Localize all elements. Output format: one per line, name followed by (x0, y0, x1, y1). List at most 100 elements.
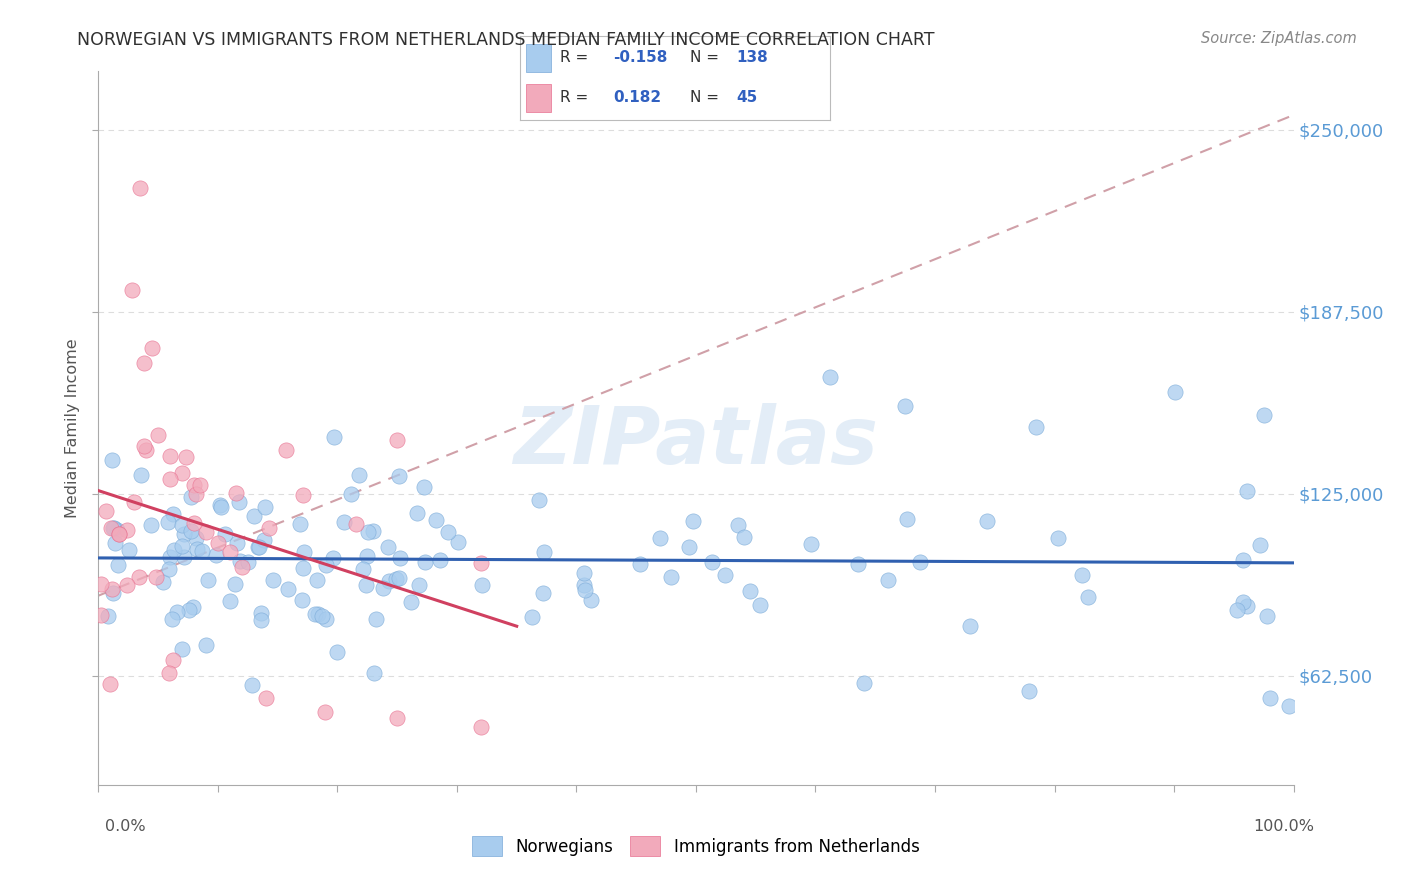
Point (94, 504, 117, 518)
Point (254, 690, 277, 705)
Point (163, 543, 186, 558)
Point (1018, 684, 1040, 698)
Point (429, 553, 451, 567)
Point (90, 576, 112, 591)
Point (896, 512, 918, 526)
Point (250, 613, 273, 627)
Point (240, 677, 263, 691)
Text: R =: R = (561, 50, 589, 65)
Text: ZIPatlas: ZIPatlas (513, 403, 879, 482)
Point (166, 605, 188, 619)
Point (274, 443, 297, 458)
Point (388, 571, 411, 585)
Point (363, 666, 385, 681)
Point (152, 574, 174, 589)
Point (121, 283, 143, 297)
Point (1226, 603, 1249, 617)
Point (1236, 483, 1258, 498)
Point (162, 653, 184, 667)
Point (470, 556, 492, 570)
Point (186, 542, 208, 557)
Text: 45: 45 (737, 90, 758, 105)
Point (101, 582, 124, 596)
Point (305, 573, 328, 587)
Point (520, 610, 543, 624)
Point (291, 560, 314, 574)
Point (1071, 567, 1094, 582)
Point (197, 573, 219, 587)
Point (533, 544, 555, 558)
Point (377, 540, 399, 554)
Point (160, 612, 183, 626)
Point (1253, 408, 1275, 422)
Point (104, 536, 127, 550)
Point (1249, 538, 1271, 552)
Point (363, 524, 385, 539)
Point (574, 583, 596, 598)
Point (1077, 590, 1099, 604)
Point (108, 526, 131, 541)
Point (413, 480, 436, 494)
Point (326, 645, 349, 659)
Point (224, 577, 246, 591)
Point (191, 544, 214, 558)
Point (252, 533, 274, 548)
Point (173, 549, 195, 564)
Point (727, 517, 749, 532)
Point (141, 341, 163, 355)
Point (225, 486, 247, 500)
Point (115, 578, 138, 592)
Point (172, 641, 194, 656)
Point (1256, 608, 1278, 623)
Point (377, 574, 399, 589)
Point (186, 487, 208, 501)
Point (315, 705, 337, 719)
Point (332, 515, 354, 529)
Point (893, 400, 915, 414)
Point (173, 527, 195, 541)
Point (304, 607, 326, 621)
Point (105, 523, 128, 537)
Point (247, 540, 270, 554)
Point (1232, 553, 1254, 567)
Point (103, 521, 125, 535)
Point (128, 569, 150, 583)
Point (290, 593, 312, 607)
Point (846, 558, 869, 572)
Point (356, 549, 378, 564)
Point (292, 488, 315, 502)
Legend: Norwegians, Immigrants from Netherlands: Norwegians, Immigrants from Netherlands (465, 830, 927, 863)
Text: 0.182: 0.182 (613, 90, 661, 105)
Point (184, 532, 207, 546)
Point (311, 608, 333, 623)
Point (1236, 599, 1258, 613)
Point (207, 536, 229, 550)
Point (749, 599, 772, 613)
Point (853, 676, 876, 690)
Text: 0.0%: 0.0% (105, 819, 146, 834)
Point (209, 498, 232, 512)
Point (257, 521, 280, 535)
Point (1025, 419, 1047, 434)
Point (262, 574, 284, 588)
Point (650, 532, 672, 546)
Point (385, 572, 408, 586)
Point (170, 540, 193, 554)
Point (132, 356, 155, 370)
Point (678, 540, 700, 554)
Point (97, 609, 120, 624)
Point (734, 530, 756, 544)
Point (157, 665, 180, 680)
Point (322, 550, 344, 565)
Point (162, 507, 184, 521)
Point (188, 478, 211, 492)
Text: N =: N = (690, 90, 720, 105)
Point (277, 582, 299, 597)
Text: N =: N = (690, 50, 720, 65)
Point (183, 516, 205, 530)
Text: -0.158: -0.158 (613, 50, 668, 65)
Point (471, 578, 494, 592)
Point (236, 555, 259, 569)
Point (388, 468, 411, 483)
Point (527, 492, 550, 507)
